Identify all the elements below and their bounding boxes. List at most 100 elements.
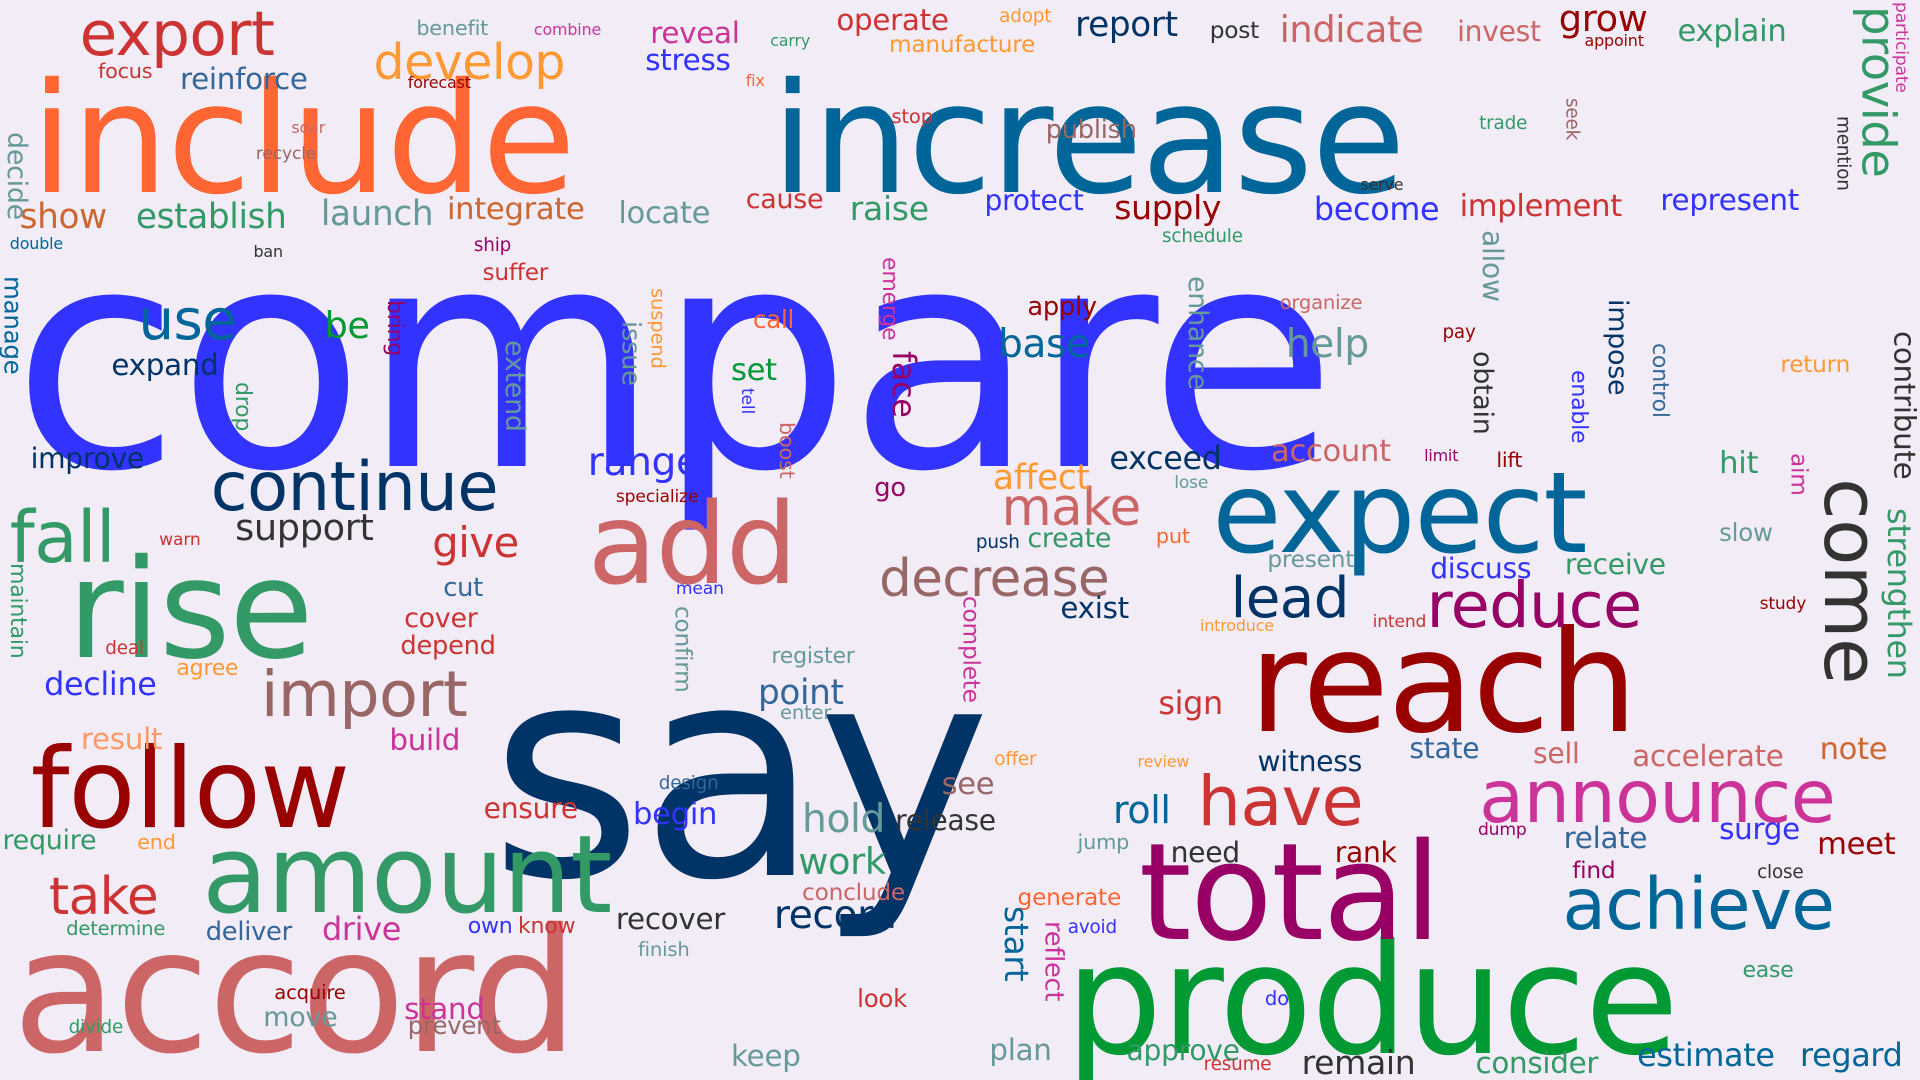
word-ship: ship: [473, 234, 512, 256]
word-aim: aim: [1784, 453, 1812, 496]
word-participate: participate: [1890, 2, 1911, 94]
word-mention: mention: [1832, 116, 1854, 192]
word-trade: trade: [1479, 113, 1528, 135]
word-expand: expand: [111, 347, 219, 382]
word-face: face: [884, 351, 923, 418]
word-raise: raise: [849, 189, 929, 229]
word-focus: focus: [97, 58, 153, 83]
word-suffer: suffer: [482, 259, 549, 287]
word-sign: sign: [1158, 683, 1223, 722]
word-release: release: [895, 804, 996, 837]
word-follow: follow: [30, 725, 350, 854]
word-schedule: schedule: [1162, 226, 1243, 248]
word-prevent: prevent: [407, 1011, 501, 1041]
word-depend: depend: [400, 630, 496, 661]
word-witness: witness: [1257, 745, 1363, 779]
word-impose: impose: [1601, 298, 1633, 396]
word-total: total: [1138, 813, 1442, 971]
word-report: report: [1075, 4, 1178, 45]
word-enhance: enhance: [1181, 275, 1213, 390]
word-announce: announce: [1479, 754, 1836, 840]
word-carry: carry: [770, 30, 811, 50]
word-study: study: [1759, 594, 1807, 615]
word-consider: consider: [1475, 1045, 1599, 1080]
word-note: note: [1819, 732, 1888, 768]
word-enter: enter: [780, 701, 832, 725]
word-locate: locate: [618, 195, 711, 231]
word-maintain: maintain: [5, 563, 31, 659]
word-emerge: emerge: [876, 257, 902, 341]
word-return: return: [1780, 350, 1851, 378]
word-stress: stress: [645, 42, 731, 77]
word-ease: ease: [1742, 957, 1794, 983]
word-pay: pay: [1442, 321, 1476, 343]
word-stand: stand: [404, 991, 485, 1026]
word-control: control: [1647, 342, 1673, 418]
word-reach: reach: [1248, 600, 1638, 765]
word-integrate: integrate: [446, 192, 585, 228]
word-continue: continue: [210, 447, 499, 527]
word-base: base: [997, 321, 1090, 367]
word-help: help: [1285, 321, 1370, 367]
word-drive: drive: [322, 910, 401, 949]
word-launch: launch: [320, 194, 434, 235]
word-cause: cause: [745, 184, 824, 216]
word-export: export: [79, 0, 275, 70]
word-slow: slow: [1719, 517, 1773, 547]
word-mean: mean: [675, 578, 724, 599]
word-hit: hit: [1719, 445, 1759, 481]
word-put: put: [1155, 524, 1190, 549]
word-reveal: reveal: [650, 15, 740, 50]
word-work: work: [798, 840, 886, 884]
word-agree: agree: [176, 655, 239, 681]
word-have: have: [1197, 762, 1364, 843]
word-reflect: reflect: [1038, 920, 1069, 1002]
word-import: import: [260, 658, 468, 733]
word-regard: regard: [1800, 1036, 1903, 1075]
word-publish: publish: [1045, 115, 1137, 146]
word-appoint: appoint: [1584, 30, 1644, 50]
word-go: go: [874, 472, 906, 503]
word-move: move: [263, 1002, 338, 1034]
word-generate: generate: [1017, 883, 1122, 911]
word-issue: issue: [615, 320, 646, 386]
word-divide: divide: [68, 1017, 124, 1039]
word-exceed: exceed: [1109, 438, 1222, 477]
word-expect: expect: [1212, 447, 1587, 580]
word-invest: invest: [1457, 15, 1541, 49]
word-use: use: [138, 287, 237, 353]
word-decide: decide: [1, 132, 33, 221]
word-determine: determine: [66, 917, 166, 940]
word-show: show: [19, 196, 108, 237]
word-meet: meet: [1817, 826, 1896, 862]
word-develop: develop: [373, 33, 566, 91]
word-grow: grow: [1558, 0, 1648, 40]
word-produce: produce: [1065, 911, 1679, 1080]
word-result: result: [80, 722, 163, 757]
word-build: build: [389, 723, 461, 758]
word-boost: boost: [775, 422, 800, 480]
word-conclude: conclude: [802, 878, 905, 906]
word-remain: remain: [1301, 1042, 1416, 1080]
word-warn: warn: [159, 529, 201, 550]
word-hold: hold: [802, 796, 886, 842]
word-estimate: estimate: [1637, 1036, 1775, 1075]
word-relate: relate: [1563, 821, 1648, 856]
word-affect: affect: [993, 457, 1090, 498]
word-present: present: [1267, 545, 1355, 573]
word-forecast: forecast: [407, 72, 471, 92]
word-take: take: [48, 867, 159, 928]
word-organize: organize: [1279, 291, 1363, 315]
word-record: record: [773, 893, 897, 939]
word-cut: cut: [443, 573, 483, 604]
word-plan: plan: [989, 1033, 1052, 1068]
word-discuss: discuss: [1430, 551, 1532, 585]
word-stop: stop: [891, 105, 933, 129]
word-see: see: [941, 766, 995, 802]
word-allow: allow: [1476, 230, 1510, 302]
word-suspend: suspend: [646, 287, 670, 369]
word-register: register: [771, 644, 855, 670]
word-limit: limit: [1424, 445, 1459, 465]
word-confirm: confirm: [669, 606, 697, 693]
